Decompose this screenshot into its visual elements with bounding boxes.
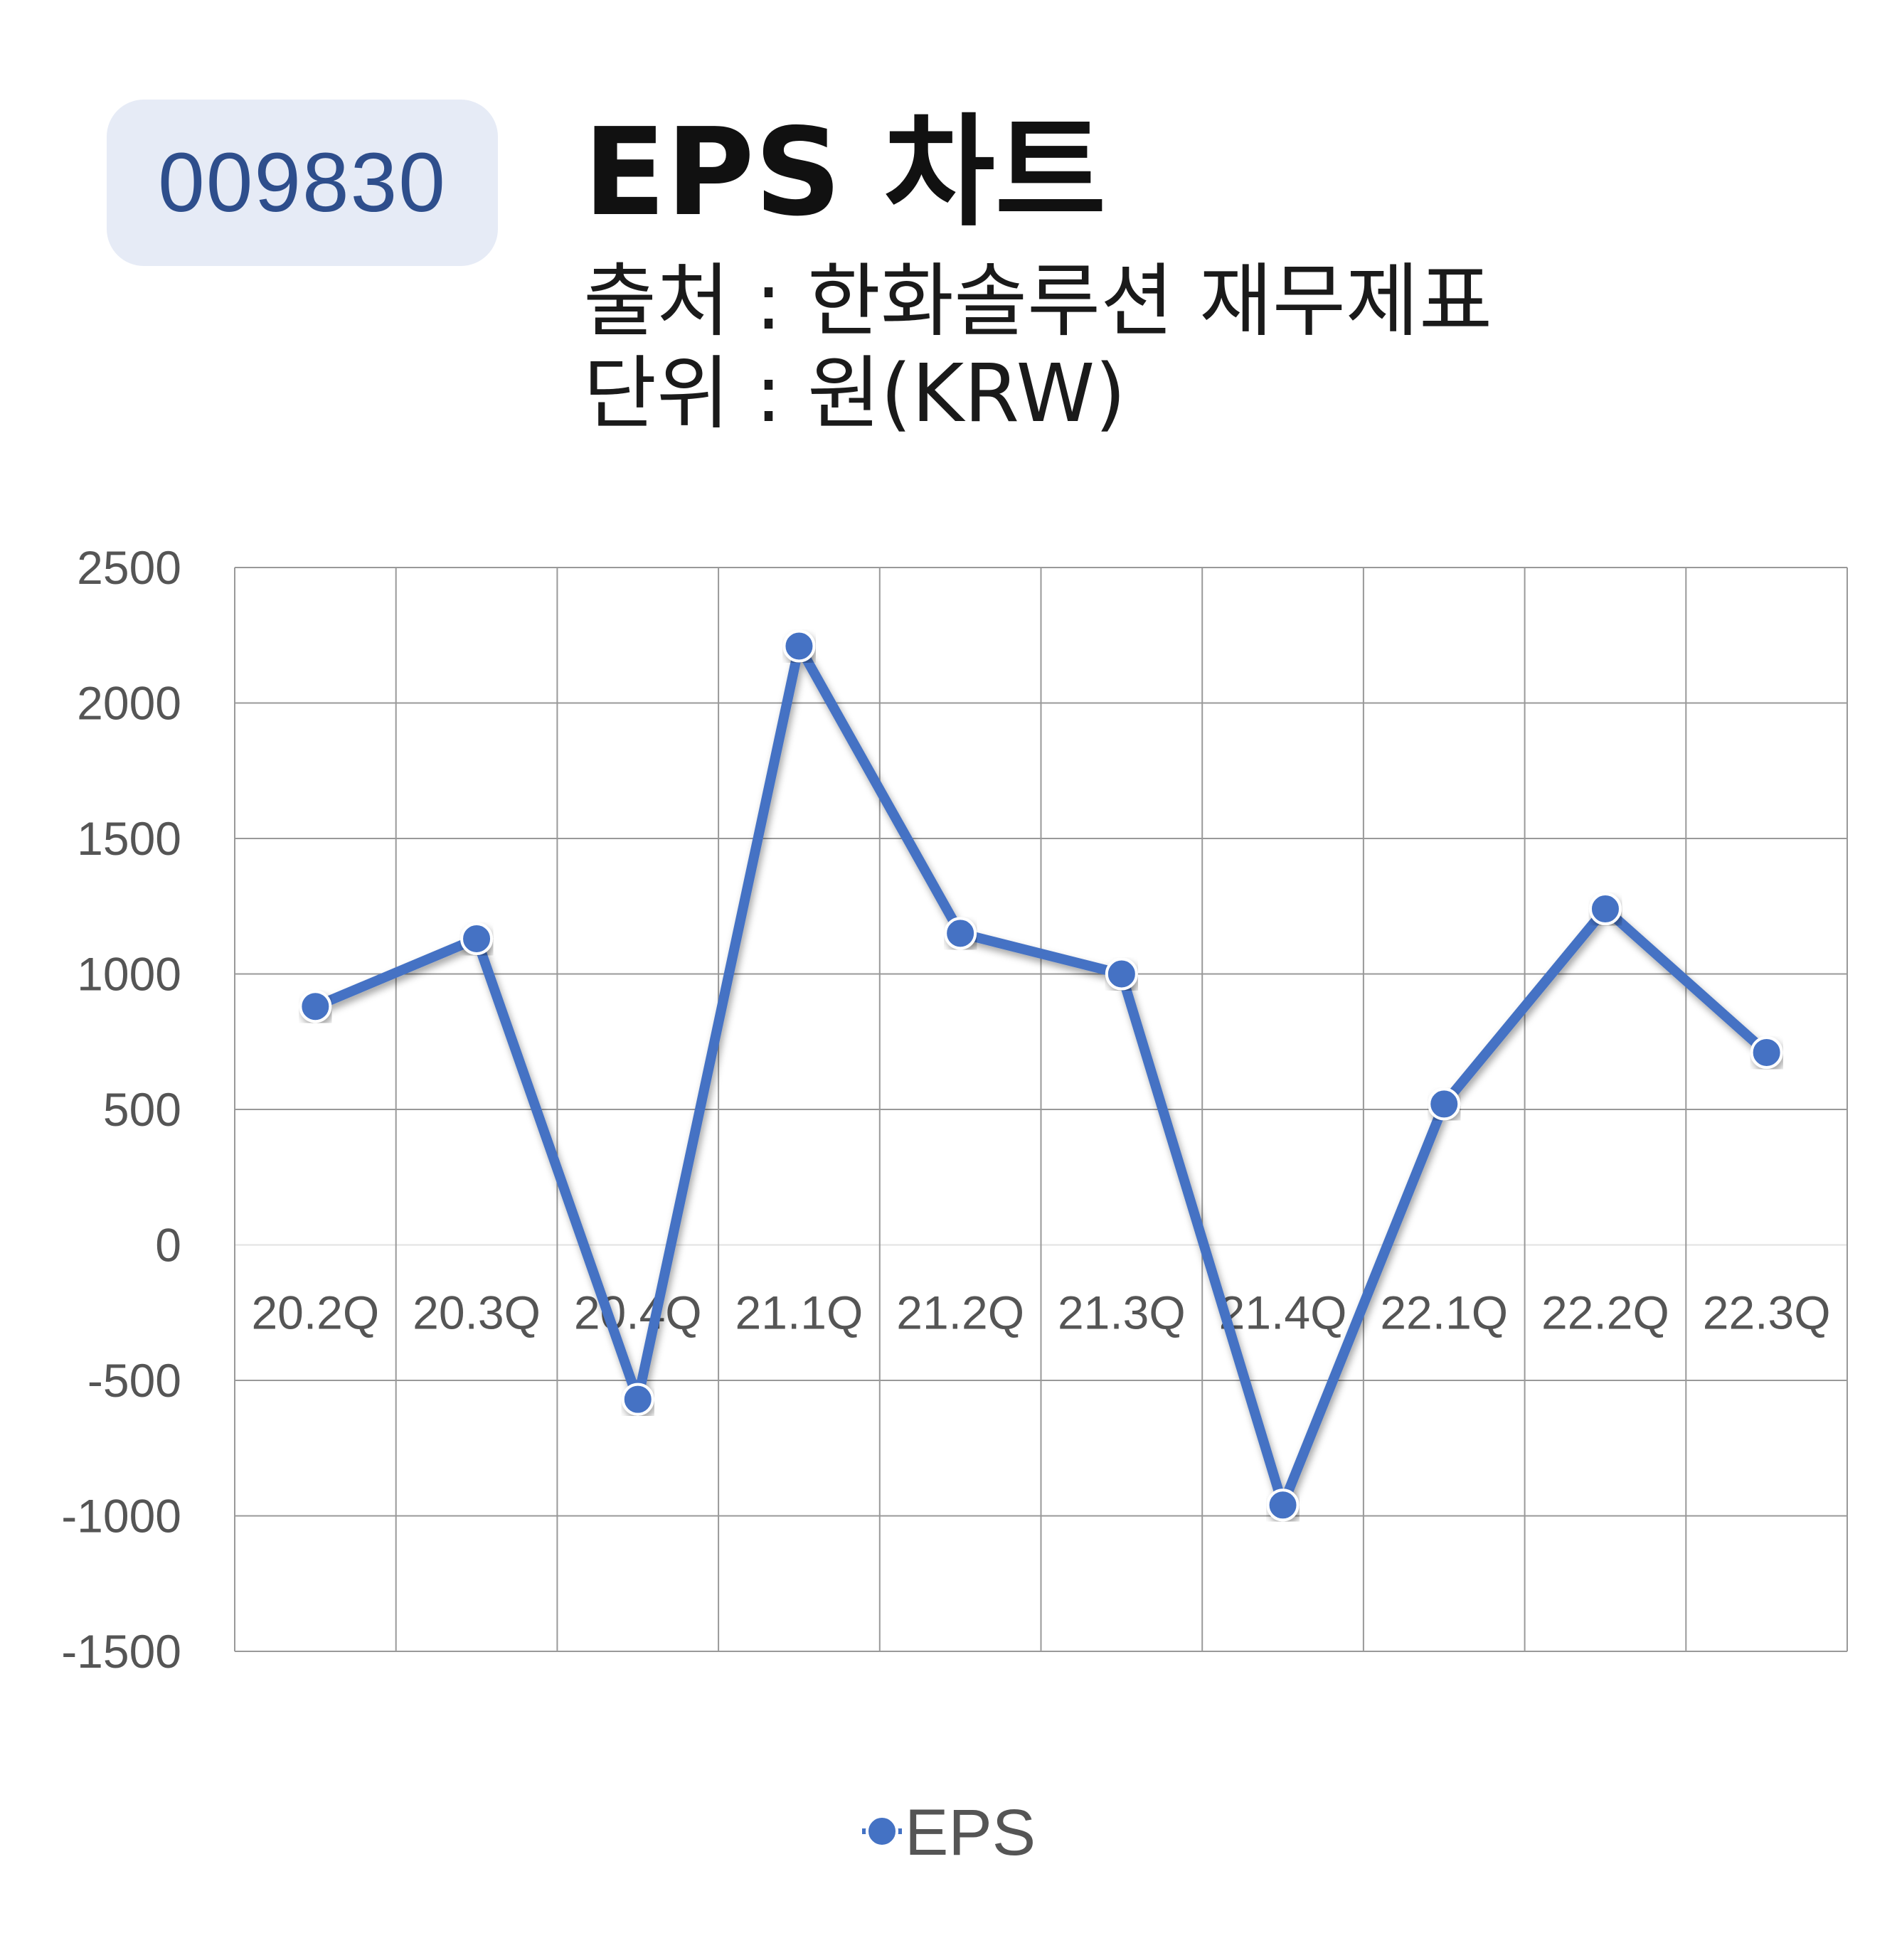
- x-tick-label: 20.4Q: [574, 1287, 702, 1339]
- y-tick-label: 1500: [77, 812, 181, 865]
- ticker-code: 009830: [158, 136, 447, 230]
- y-tick-label: -1000: [61, 1490, 181, 1543]
- x-tick-label: 22.3Q: [1703, 1287, 1831, 1339]
- series-eps: [299, 629, 1783, 1522]
- chart-grid: [234, 567, 1848, 1652]
- eps-series-line: [310, 641, 1772, 1511]
- x-tick-label: 22.2Q: [1541, 1287, 1669, 1339]
- x-tick-label: 20.3Q: [413, 1287, 541, 1339]
- legend: EPS: [862, 1796, 1036, 1869]
- y-tick-label: -1500: [61, 1625, 181, 1678]
- y-tick-label: 0: [155, 1219, 181, 1272]
- x-tick-label: 21.1Q: [735, 1287, 864, 1339]
- x-tick-label: 20.2Q: [251, 1287, 379, 1339]
- chart-title: EPS 차트: [583, 102, 1107, 243]
- x-axis: 20.2Q 20.3Q 20.4Q 21.1Q 21.2Q 21.3Q 21.4Q 22.1Q…: [251, 1287, 1830, 1339]
- y-tick-label: 2500: [77, 541, 181, 594]
- y-tick-label: 2000: [77, 677, 181, 730]
- unit-note: 단위 : 원(KRW): [583, 348, 1126, 440]
- eps-data-point: [1105, 957, 1138, 991]
- y-tick-label: 500: [103, 1083, 181, 1136]
- eps-data-point: [621, 1383, 654, 1416]
- eps-data-point: [460, 922, 494, 955]
- eps-data-point: [1588, 893, 1622, 926]
- eps-data-point: [782, 629, 816, 663]
- eps-data-point: [1428, 1087, 1461, 1121]
- x-tick-label: 21.2Q: [896, 1287, 1024, 1339]
- y-tick-label: 1000: [77, 948, 181, 1001]
- eps-data-point: [1750, 1035, 1783, 1069]
- y-tick-label: -500: [87, 1354, 181, 1407]
- y-axis: 2500 2000 1500 1000 500 0 -500 -1000 -1500: [61, 541, 181, 1678]
- legend-marker: [866, 1815, 898, 1848]
- x-tick-label: 22.1Q: [1380, 1287, 1508, 1339]
- x-tick-label: 21.3Q: [1058, 1287, 1186, 1339]
- ticker-badge: 009830: [107, 100, 498, 266]
- eps-data-point: [299, 990, 332, 1023]
- x-tick-label: 21.4Q: [1219, 1287, 1347, 1339]
- legend-label: EPS: [905, 1796, 1036, 1869]
- eps-data-point: [944, 917, 977, 950]
- source-note: 출처 : 한화솔루션 재무제표: [583, 255, 1492, 348]
- eps-data-point: [1266, 1488, 1300, 1522]
